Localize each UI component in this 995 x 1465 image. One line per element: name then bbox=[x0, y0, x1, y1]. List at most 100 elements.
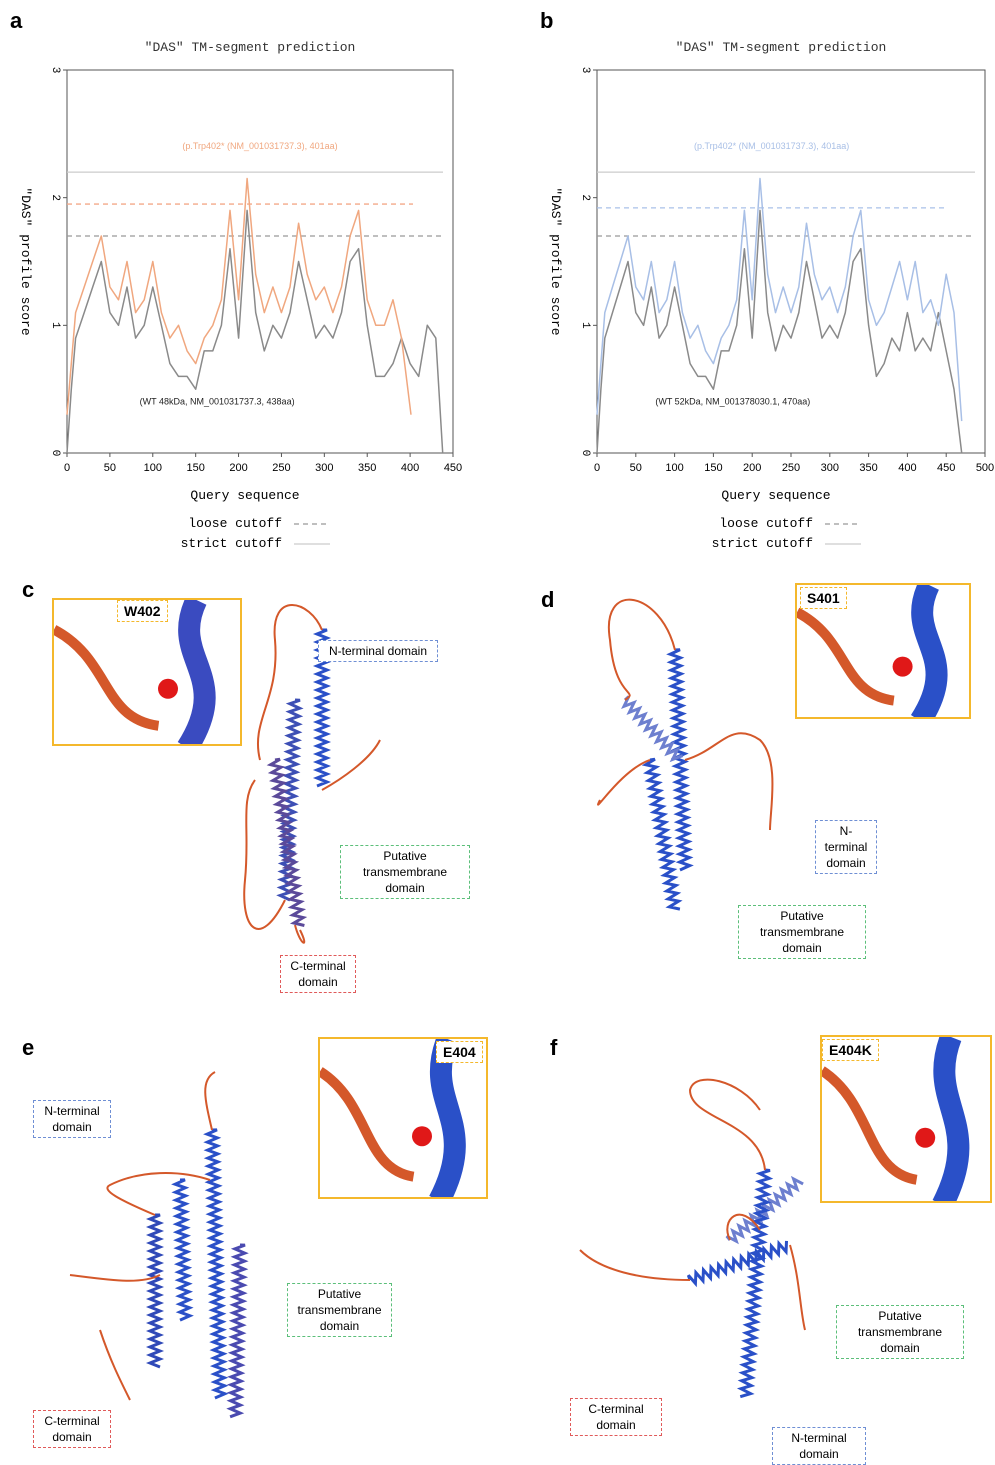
y-tick-label: 0 bbox=[579, 450, 591, 457]
helix bbox=[621, 695, 684, 763]
y-axis-label: "DAS" profile score bbox=[18, 187, 33, 335]
panel-label: e bbox=[22, 1035, 35, 1060]
series-line bbox=[66, 209, 444, 454]
y-tick-label: 1 bbox=[579, 322, 591, 329]
x-tick-label: 450 bbox=[444, 462, 462, 474]
x-tick-label: 400 bbox=[898, 462, 916, 474]
loop bbox=[579, 1249, 691, 1281]
x-tick-label: 50 bbox=[630, 462, 642, 474]
helix bbox=[736, 1168, 774, 1399]
panel-label: f bbox=[550, 1035, 558, 1060]
legend-label: strict cutoff bbox=[712, 536, 813, 551]
y-tick-label: 3 bbox=[579, 67, 591, 74]
loop bbox=[294, 924, 306, 944]
domain-annotation: C-terminal domain bbox=[570, 1398, 662, 1436]
y-tick-label: 0 bbox=[49, 450, 61, 457]
inset-image bbox=[797, 585, 948, 717]
helix bbox=[686, 1239, 789, 1288]
domain-annotation: Putative transmembrane domain bbox=[340, 845, 470, 899]
x-tick-label: 150 bbox=[704, 462, 722, 474]
y-tick-label: 1 bbox=[49, 322, 61, 329]
y-tick-label: 2 bbox=[49, 194, 61, 201]
x-tick-label: 50 bbox=[104, 462, 116, 474]
y-tick-label: 2 bbox=[579, 194, 591, 201]
x-tick-label: 200 bbox=[743, 462, 761, 474]
panel-label: d bbox=[541, 587, 555, 612]
domain-annotation: Putative transmembrane domain bbox=[836, 1305, 964, 1359]
x-tick-label: 450 bbox=[937, 462, 955, 474]
legend-label: loose cutoff bbox=[719, 516, 813, 531]
x-tick-label: 350 bbox=[358, 462, 376, 474]
loop bbox=[684, 732, 774, 831]
loop bbox=[243, 779, 286, 930]
y-axis-label: "DAS" profile score bbox=[548, 187, 563, 335]
series-annotation: (p.Trp402* (NM_001031737.3), 401aa) bbox=[694, 141, 849, 151]
x-tick-label: 300 bbox=[821, 462, 839, 474]
series-annotation: (WT 48kDa, NM_001031737.3, 438aa) bbox=[140, 396, 295, 406]
series-line bbox=[66, 177, 412, 415]
panel-label: b bbox=[540, 8, 553, 33]
inset-box bbox=[795, 583, 971, 719]
x-axis-label: Query sequence bbox=[190, 488, 299, 503]
x-tick-label: 350 bbox=[859, 462, 877, 474]
helix bbox=[203, 1128, 229, 1400]
inset-label: E404K bbox=[822, 1039, 879, 1061]
series-line bbox=[596, 177, 963, 422]
chart-title: "DAS" TM-segment prediction bbox=[145, 40, 356, 55]
x-tick-label: 100 bbox=[144, 462, 162, 474]
helix bbox=[145, 1213, 165, 1369]
domain-annotation: C-terminal domain bbox=[280, 955, 356, 993]
x-tick-label: 100 bbox=[665, 462, 683, 474]
x-tick-label: 250 bbox=[782, 462, 800, 474]
x-tick-label: 250 bbox=[272, 462, 290, 474]
loop bbox=[789, 1244, 806, 1331]
loop bbox=[688, 1078, 766, 1171]
inset-box bbox=[318, 1037, 488, 1199]
domain-annotation: C-terminal domain bbox=[33, 1410, 111, 1448]
x-tick-label: 500 bbox=[976, 462, 994, 474]
x-tick-label: 0 bbox=[64, 462, 70, 474]
helix bbox=[641, 757, 683, 911]
loop bbox=[256, 604, 323, 761]
loop bbox=[69, 1274, 161, 1282]
helix bbox=[171, 1178, 194, 1322]
helix bbox=[226, 1243, 249, 1419]
inset-label: S401 bbox=[800, 587, 847, 609]
legend-label: strict cutoff bbox=[181, 536, 282, 551]
domain-annotation: N-terminal domain bbox=[318, 640, 438, 662]
x-tick-label: 150 bbox=[186, 462, 204, 474]
loop bbox=[99, 1329, 131, 1401]
inset-image bbox=[320, 1039, 466, 1197]
helix bbox=[725, 1175, 804, 1245]
x-tick-label: 300 bbox=[315, 462, 333, 474]
panel-label: c bbox=[22, 577, 35, 602]
inset-label: E404 bbox=[436, 1041, 483, 1063]
inset-image bbox=[822, 1037, 970, 1201]
series-annotation: (WT 52kDa, NM_001378030.1, 470aa) bbox=[655, 396, 810, 406]
domain-annotation: N-terminal domain bbox=[772, 1427, 866, 1465]
x-axis-label: Query sequence bbox=[721, 488, 830, 503]
domain-annotation: Putative transmembrane domain bbox=[738, 905, 866, 959]
inset-box bbox=[820, 1035, 992, 1203]
domain-annotation: N-terminal domain bbox=[815, 820, 877, 874]
loop bbox=[204, 1071, 216, 1131]
loop bbox=[106, 1172, 211, 1216]
x-tick-label: 0 bbox=[594, 462, 600, 474]
x-tick-label: 200 bbox=[229, 462, 247, 474]
loop bbox=[607, 598, 676, 701]
loop bbox=[597, 759, 651, 806]
series-annotation: (p.Trp402* (NM_001031737.3), 401aa) bbox=[182, 141, 337, 151]
inset-label: W402 bbox=[117, 600, 168, 622]
loop bbox=[726, 1213, 761, 1241]
loop bbox=[321, 739, 381, 791]
x-tick-label: 400 bbox=[401, 462, 419, 474]
series-line bbox=[596, 209, 963, 454]
chart-title: "DAS" TM-segment prediction bbox=[676, 40, 887, 55]
panel-label: a bbox=[10, 8, 23, 33]
inset-box bbox=[52, 598, 242, 746]
y-tick-label: 3 bbox=[49, 67, 61, 74]
helix bbox=[266, 757, 308, 927]
inset-image bbox=[54, 600, 216, 744]
